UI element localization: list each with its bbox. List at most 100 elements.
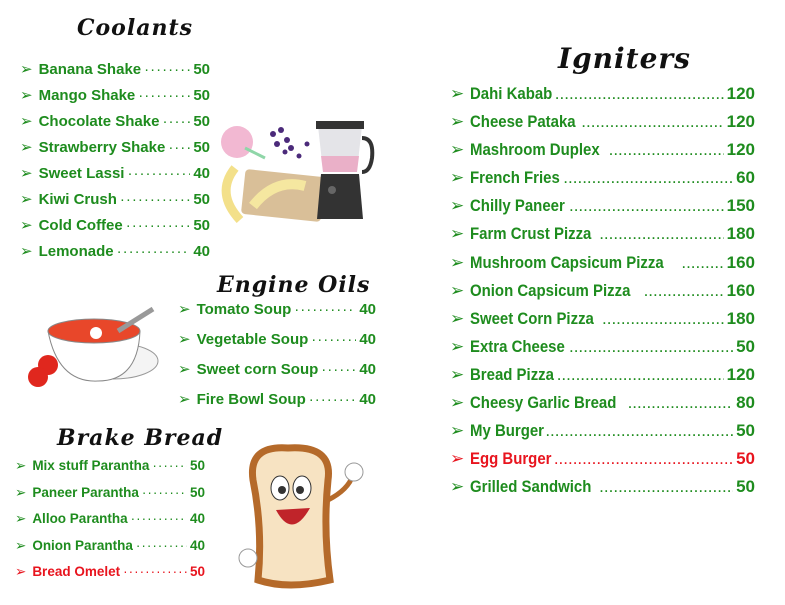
arrow-right-icon: ➢ [450, 84, 465, 103]
leader-dots [123, 564, 187, 579]
item-price: 120 [726, 84, 755, 103]
arrow-right-icon: ➢ [20, 217, 33, 234]
leader-dots [142, 485, 187, 500]
arrow-right-icon: ➢ [450, 449, 465, 469]
item-price: 150 [726, 196, 755, 216]
leader-dots [557, 365, 724, 385]
arrow-right-icon: ➢ [20, 243, 33, 260]
leader-dots [609, 140, 724, 160]
item-price: 50 [736, 336, 755, 356]
item-name: Chilly Paneer [470, 196, 566, 216]
menu-item: ➢ Paneer Parantha 50 [15, 485, 205, 512]
arrow-right-icon: ➢ [450, 280, 465, 300]
item-name: Lemonade [38, 243, 114, 260]
item-price: 50 [189, 484, 205, 500]
menu-item: ➢Farm Crust Pizza 180 [450, 224, 755, 252]
item-name: Paneer Parantha [32, 484, 139, 500]
arrow-right-icon: ➢ [450, 393, 465, 413]
engine-oils-heading: Engine Oils [217, 272, 371, 298]
item-price: 180 [726, 308, 755, 328]
leader-dots [126, 217, 191, 234]
menu-item: ➢Mushroom Capsicum Pizza 160 [450, 253, 755, 281]
leader-dots [136, 538, 187, 553]
item-price: 160 [726, 252, 755, 272]
menu-item: ➢ Lemonade 40 [20, 242, 210, 268]
leader-dots [681, 253, 723, 273]
leader-dots [127, 165, 190, 182]
item-price: 40 [193, 165, 210, 182]
arrow-right-icon: ➢ [20, 191, 33, 208]
menu-item: ➢My Burger 50 [450, 421, 755, 449]
item-price: 50 [193, 113, 210, 130]
item-name: Onion Parantha [32, 537, 133, 553]
leader-dots [321, 361, 356, 378]
arrow-right-icon: ➢ [15, 537, 27, 553]
menu-item: ➢ Dahi Kabab 120 [450, 84, 755, 112]
menu-item: ➢ Sweet Lassi 40 [20, 164, 210, 190]
leader-dots [569, 337, 733, 357]
leader-dots [117, 243, 191, 260]
menu-item: ➢ Banana Shake 50 [20, 60, 210, 86]
item-name: Mango Shake [38, 87, 136, 104]
item-price: 50 [736, 449, 755, 469]
item-price: 50 [189, 458, 205, 473]
arrow-right-icon: ➢ [178, 301, 191, 318]
leader-dots [644, 281, 724, 301]
tomato-soup-illustration [28, 306, 159, 387]
item-name: Dahi Kabab [470, 84, 553, 103]
item-name: French Fries [470, 168, 561, 188]
item-name: Strawberry Shake [38, 139, 166, 156]
arrow-right-icon: ➢ [450, 336, 465, 356]
arrow-right-icon: ➢ [450, 196, 465, 216]
leader-dots [152, 458, 187, 473]
leader-dots [120, 191, 190, 208]
leader-dots [602, 309, 724, 329]
item-name: Sweet Corn Pizza [470, 308, 595, 328]
menu-item: ➢Egg Burger 50 [450, 449, 755, 477]
bread-mascot-illustration [238, 444, 364, 589]
arrow-right-icon: ➢ [15, 484, 27, 500]
menu-item: ➢Sweet Corn Pizza 180 [450, 309, 755, 337]
item-name: Mix stuff Parantha [32, 458, 150, 473]
menu-item: ➢French Fries 60 [450, 168, 755, 196]
item-name: Bread Pizza [470, 364, 555, 384]
item-price: 50 [193, 217, 210, 234]
arrow-right-icon: ➢ [20, 113, 33, 130]
item-price: 120 [726, 364, 755, 384]
menu-item: ➢Cheesy Garlic Bread 80 [450, 393, 755, 421]
menu-item: ➢ Sweet corn Soup 40 [178, 360, 376, 390]
item-name: Sweet Lassi [38, 165, 125, 182]
item-name: Alloo Parantha [32, 511, 128, 526]
item-name: Banana Shake [38, 61, 142, 78]
item-price: 40 [189, 537, 205, 553]
item-price: 40 [189, 511, 205, 526]
arrow-right-icon: ➢ [450, 112, 465, 132]
arrow-right-icon: ➢ [178, 331, 191, 348]
leader-dots [581, 112, 723, 132]
item-price: 50 [736, 421, 755, 441]
arrow-right-icon: ➢ [450, 224, 465, 244]
menu-item: ➢ Mix stuff Parantha 50 [15, 458, 205, 485]
leader-dots [569, 196, 724, 216]
item-price: 180 [726, 224, 755, 244]
menu-item: ➢ Mango Shake 50 [20, 86, 210, 112]
arrow-right-icon: ➢ [20, 87, 33, 104]
menu-item: ➢ Onion Parantha 40 [15, 538, 205, 565]
menu-item: ➢ Alloo Parantha 40 [15, 511, 205, 538]
igniters-heading: Igniters [558, 42, 691, 75]
item-price: 40 [359, 331, 376, 348]
brake-bread-list: ➢Mix stuff Parantha50➢Paneer Parantha50➢… [15, 458, 205, 591]
item-name: My Burger [470, 421, 545, 441]
leader-dots [545, 421, 733, 441]
leader-dots [168, 139, 190, 156]
leader-dots [138, 87, 190, 104]
arrow-right-icon: ➢ [20, 139, 33, 156]
item-price: 50 [736, 477, 755, 497]
menu-item: ➢ Tomato Soup 40 [178, 300, 376, 330]
arrow-right-icon: ➢ [450, 168, 465, 188]
menu-item: ➢ Bread Omelet 50 [15, 564, 205, 591]
menu-item: ➢ Strawberry Shake 50 [20, 138, 210, 164]
item-price: 50 [193, 61, 210, 78]
menu-item: ➢ Vegetable Soup 40 [178, 330, 376, 360]
item-name: Extra Cheese [470, 336, 566, 356]
